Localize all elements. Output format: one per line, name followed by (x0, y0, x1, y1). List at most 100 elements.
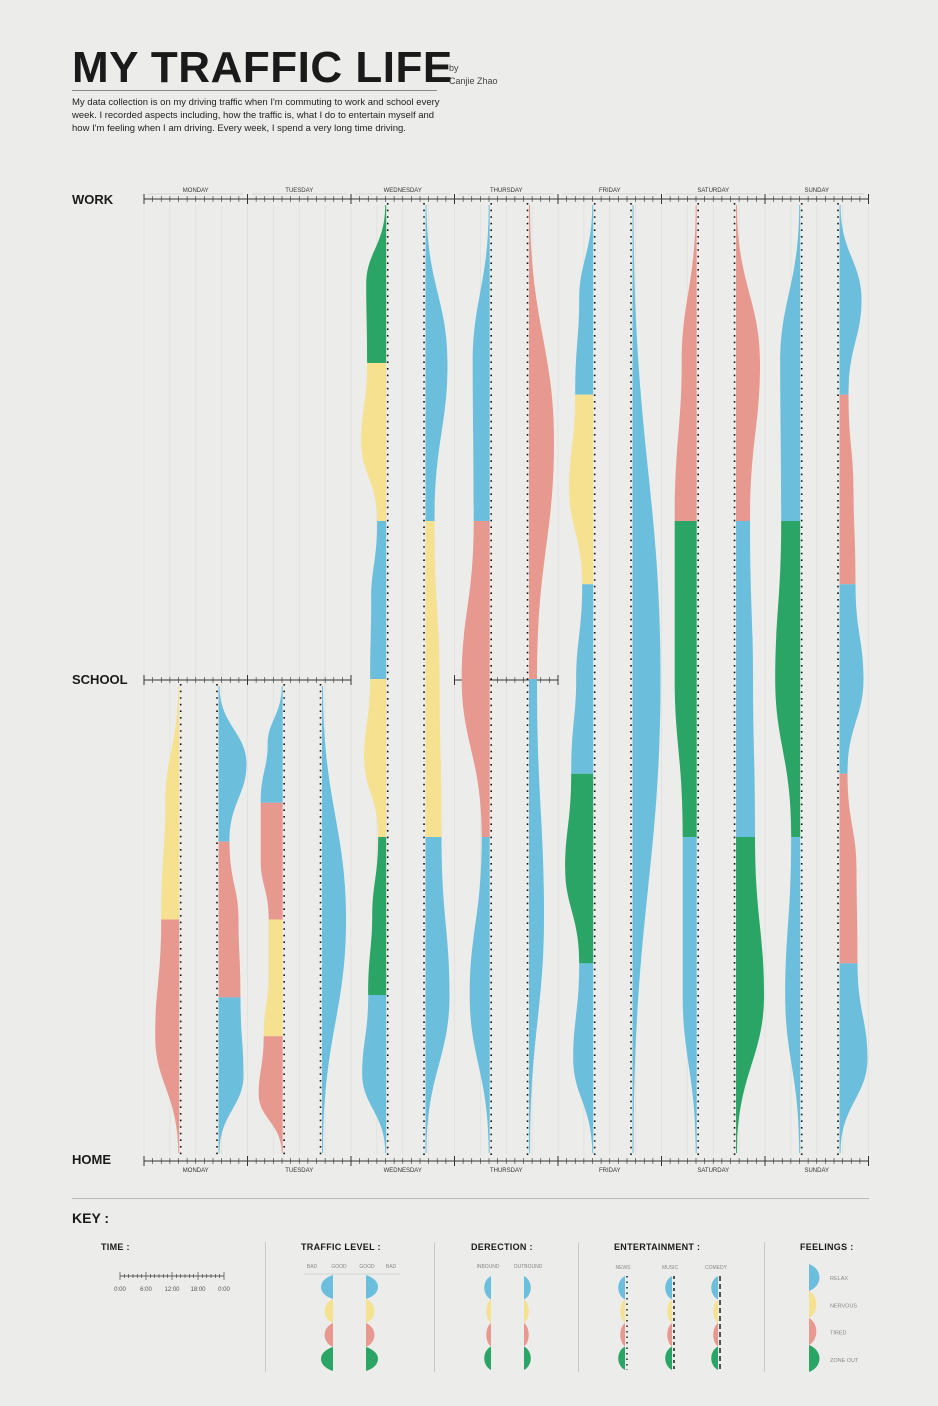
feeling-segment-tired (155, 919, 180, 1153)
key-direction-label: DERECTION : (471, 1242, 533, 1252)
key-time-tick-label: 6:00 (140, 1287, 152, 1293)
trip-thursday-outbound (461, 203, 492, 1157)
feeling-segment-relax (529, 679, 545, 1153)
key-swatch-tired (620, 1323, 625, 1347)
feeling-segment-relax (218, 686, 247, 842)
trip-wednesday-inbound (423, 203, 450, 1157)
key-entertainment-label: ENTERTAINMENT : (614, 1242, 701, 1252)
key-entertainment-news-label: NEWS (616, 1265, 632, 1271)
feeling-segment-zone-out (565, 773, 594, 964)
key-traffic-tick-label: BAD (386, 1264, 397, 1270)
byline: by Canjie Zhao (449, 62, 498, 88)
key-swatch-tired (667, 1323, 672, 1347)
day-label-tuesday: TUESDAY (285, 1168, 313, 1174)
key-feeling-relax-label: RELAX (830, 1276, 848, 1282)
trip-friday-outbound (565, 203, 596, 1157)
feeling-segment-relax (260, 686, 283, 803)
feeling-segment-relax (362, 995, 387, 1153)
key-swatch-zone-out (618, 1346, 625, 1370)
feeling-segment-tired (218, 841, 241, 998)
key-feeling-nervous-label: NERVOUS (830, 1303, 857, 1309)
key-swatch-tired (713, 1323, 718, 1347)
byline-by: by (449, 63, 459, 73)
key-time-label: TIME : (101, 1242, 130, 1252)
key-swatch-zone-out (711, 1346, 718, 1370)
key-divider (434, 1242, 435, 1372)
key-time-tick-label: 0:00 (114, 1287, 126, 1293)
key-entertainment-music-glyph (665, 1276, 672, 1370)
key-swatch-nervous (486, 1299, 491, 1323)
key-entertainment-music-label: MUSIC (662, 1265, 679, 1271)
trip-wednesday-outbound (361, 203, 389, 1157)
feeling-segment-zone-out (674, 521, 697, 837)
trip-sunday-inbound (837, 203, 868, 1157)
feeling-segment-relax (785, 837, 801, 1153)
feeling-segment-zone-out (366, 205, 387, 363)
key-swatch-relax (618, 1276, 625, 1300)
feeling-segment-relax (632, 205, 661, 1153)
feeling-segment-tired (736, 205, 761, 521)
key-feelings-glyph (809, 1264, 820, 1372)
key-swatch-relax (321, 1275, 333, 1299)
key-direction-outbound-glyph (524, 1276, 531, 1370)
day-label-friday: FRIDAY (599, 188, 621, 194)
feeling-segment-nervous (161, 686, 180, 920)
feeling-segment-relax (682, 837, 697, 1153)
feeling-segment-tired (260, 802, 283, 920)
key-feeling-tired-label: TIRED (830, 1331, 847, 1337)
day-label-saturday: SATURDAY (697, 188, 729, 194)
key-swatch-zone-out (524, 1346, 531, 1370)
key-feelings-label: FEELINGS : (800, 1242, 854, 1252)
day-label-sunday: SUNDAY (804, 1168, 829, 1174)
day-label-tuesday: TUESDAY (285, 188, 313, 194)
key-swatch-nervous (667, 1299, 672, 1323)
key-entertainment-news-glyph (618, 1276, 625, 1370)
axis-home (143, 1156, 869, 1166)
key-divider (265, 1242, 266, 1372)
key-swatch-relax (665, 1276, 672, 1300)
feeling-segment-relax (736, 521, 756, 837)
feeling-segment-relax (425, 837, 450, 1153)
key-swatch-nervous (809, 1291, 817, 1318)
key-time-tick-label: 18:00 (190, 1287, 206, 1293)
key-traffic-tick-label: GOOD (331, 1264, 347, 1270)
key-swatch-zone-out (665, 1346, 672, 1370)
key-swatch-relax (366, 1275, 378, 1299)
key-direction-inbound-label: INBOUND (476, 1264, 499, 1270)
trip-sunday-outbound (775, 203, 803, 1157)
key-swatch-tired (524, 1323, 529, 1347)
feeling-segment-relax (472, 205, 490, 521)
feeling-segment-relax (571, 584, 594, 774)
feeling-segment-zone-out (736, 837, 765, 1153)
trip-thursday-inbound (526, 203, 555, 1157)
trip-tuesday-inbound (319, 684, 347, 1157)
trip-monday-inbound (216, 684, 247, 1157)
feeling-segment-nervous (364, 679, 387, 837)
feeling-segment-relax (370, 521, 387, 679)
feeling-segment-relax (839, 205, 862, 395)
feeling-segment-nervous (425, 521, 442, 837)
feeling-segment-tired (839, 394, 856, 585)
description: My data collection is on my driving traf… (72, 97, 440, 134)
trip-saturday-outbound (674, 203, 699, 1157)
feeling-segment-tired (461, 521, 490, 837)
key-separator (72, 1198, 869, 1199)
feeling-segment-relax (575, 205, 594, 395)
feeling-segment-zone-out (368, 837, 387, 995)
feeling-segment-nervous (569, 394, 594, 585)
feeling-segment-relax (218, 997, 244, 1153)
axis-school (143, 675, 352, 685)
day-label-wednesday: WEDNESDAY (384, 1168, 422, 1174)
key-divider (578, 1242, 579, 1372)
feeling-segment-nervous (361, 363, 387, 521)
key-swatch-tired (809, 1318, 817, 1345)
key-swatch-zone-out (484, 1346, 491, 1370)
key-swatch-tired (366, 1323, 375, 1347)
key-swatch-nervous (366, 1299, 375, 1323)
key-swatch-zone-out (809, 1345, 820, 1372)
key-swatch-nervous (713, 1299, 718, 1323)
title-underline (72, 90, 437, 91)
location-label-work: WORK (72, 192, 114, 207)
